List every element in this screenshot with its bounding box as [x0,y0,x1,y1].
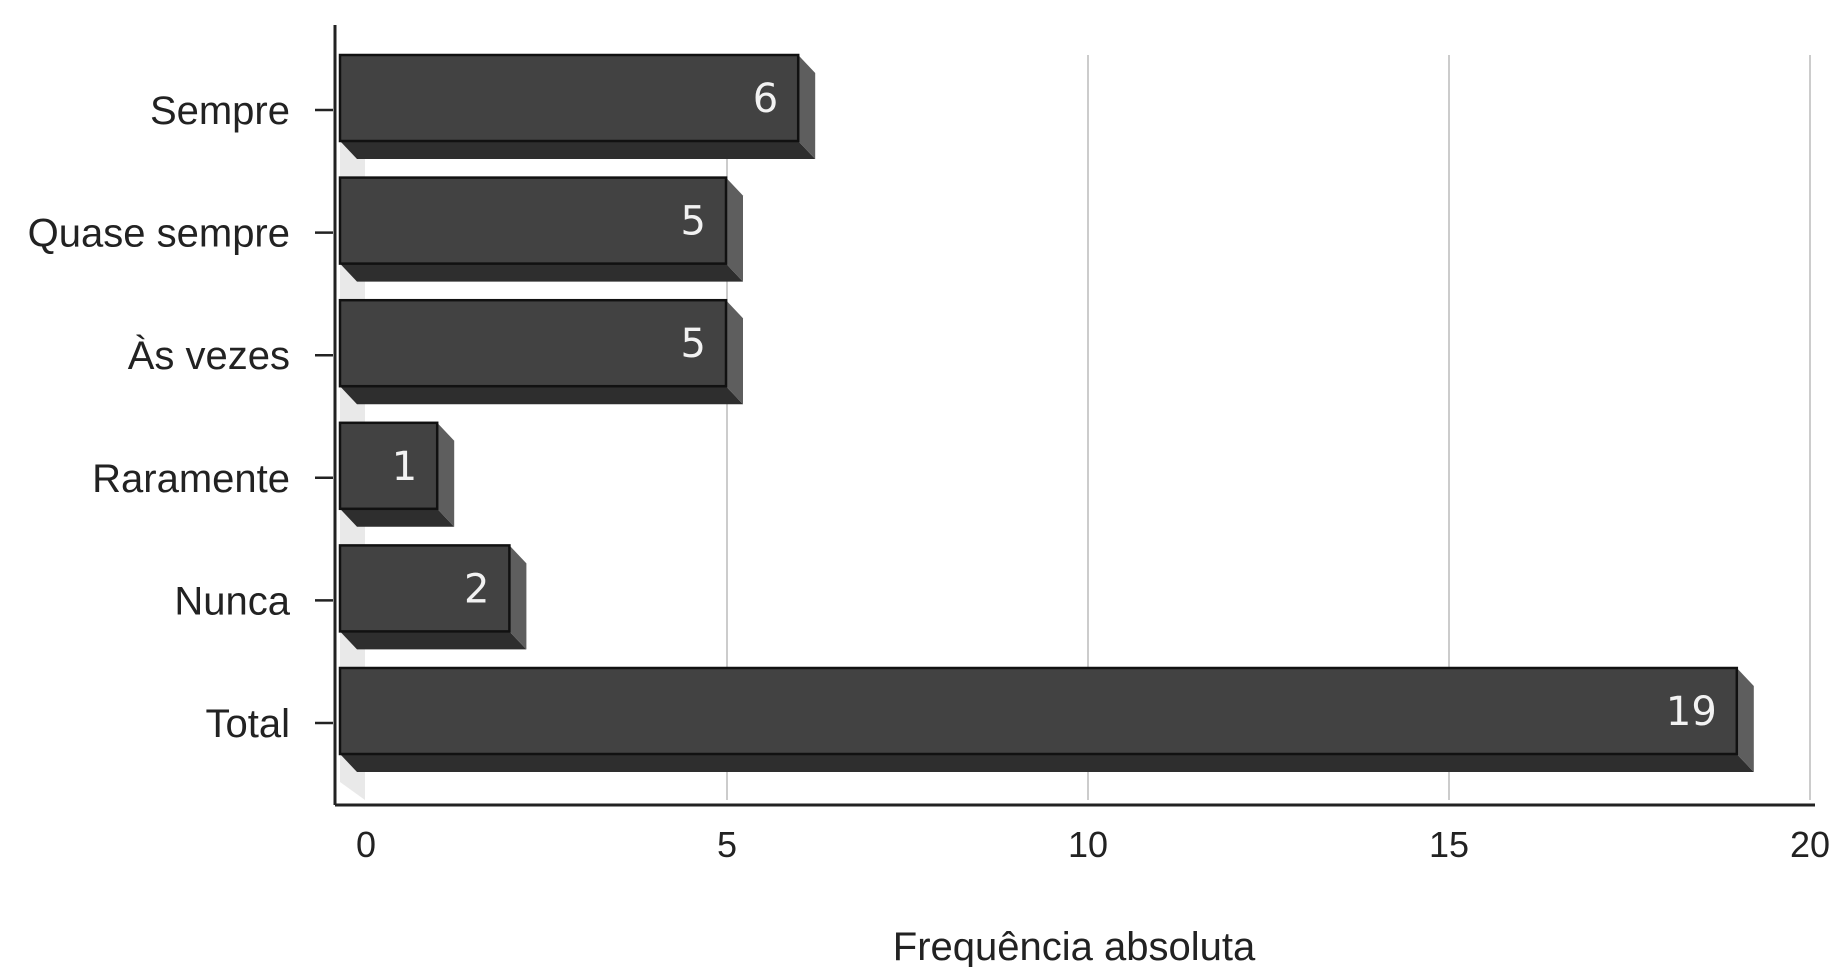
bar [338,666,1739,756]
category-label: Às vezes [128,333,290,378]
bar [338,176,728,265]
x-tick-label: 0 [356,824,376,865]
bar-side-face [726,300,743,405]
y-axis-labels: Sempre Quase sempre Às vezes Raramente Nunca… [28,89,333,746]
bar-bottom-face [340,141,816,159]
bar-group: 1 [338,421,455,527]
bar-value-label: 2 [464,566,489,612]
axes [333,25,1815,807]
bar-bottom-face [340,263,743,282]
category-label: Raramente [92,457,290,501]
bar-value-label: 5 [681,321,706,367]
bar-group: 19 [338,666,1754,772]
bar-group: 5 [338,176,743,282]
bar [338,298,728,388]
bar-side-face [798,55,816,159]
bar-group: 6 [338,53,816,159]
x-axis-labels: 0 5 10 15 20 [356,824,1830,865]
bar [338,544,511,633]
bar-group: 2 [338,544,527,650]
bar-value-label: 5 [681,199,706,245]
category-label: Quase sempre [28,212,290,256]
bar-group: 5 [338,298,743,405]
bar-value-label: 1 [392,444,417,490]
bar-bottom-face [340,386,743,405]
bar-side-face [437,422,455,527]
category-label: Nunca [174,579,290,623]
x-axis-title: Frequência absoluta [893,925,1256,967]
bar-side-face [1736,668,1754,772]
category-label: Sempre [150,89,290,133]
bar-value-label: 6 [753,76,778,122]
bar [338,421,439,511]
x-tick-label: 15 [1429,824,1469,865]
x-tick-label: 20 [1790,824,1830,865]
bar-side-face [509,545,527,650]
x-tick-label: 10 [1068,824,1108,865]
bar-bottom-face [340,508,455,527]
bar-side-face [726,177,743,282]
category-label: Total [206,702,291,746]
bar-bottom-face [340,754,1754,772]
x-tick-label: 5 [717,824,737,865]
bar-bottom-face [340,631,527,650]
bar-value-label: 19 [1666,689,1717,735]
bar [338,53,800,143]
